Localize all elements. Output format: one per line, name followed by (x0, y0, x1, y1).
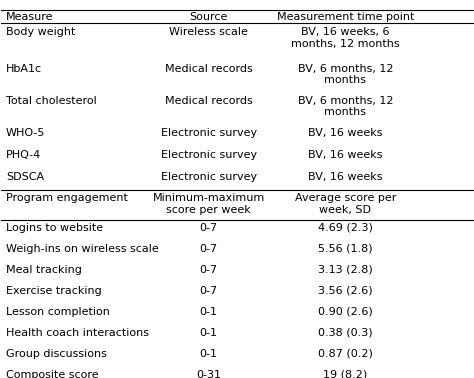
Text: 3.13 (2.8): 3.13 (2.8) (318, 265, 373, 275)
Text: Body weight: Body weight (6, 27, 75, 37)
Text: Exercise tracking: Exercise tracking (6, 286, 102, 296)
Text: 0.90 (2.6): 0.90 (2.6) (318, 307, 373, 317)
Text: Total cholesterol: Total cholesterol (6, 96, 97, 106)
Text: BV, 16 weeks, 6
months, 12 months: BV, 16 weeks, 6 months, 12 months (291, 27, 400, 48)
Text: 0.87 (0.2): 0.87 (0.2) (318, 349, 373, 359)
Text: Electronic survey: Electronic survey (161, 150, 257, 160)
Text: Program engagement: Program engagement (6, 193, 128, 203)
Text: Group discussions: Group discussions (6, 349, 107, 359)
Text: Logins to website: Logins to website (6, 223, 103, 233)
Text: Source: Source (190, 12, 228, 22)
Text: Medical records: Medical records (165, 64, 253, 74)
Text: 4.69 (2.3): 4.69 (2.3) (318, 223, 373, 233)
Text: 3.56 (2.6): 3.56 (2.6) (318, 286, 373, 296)
Text: Medical records: Medical records (165, 96, 253, 106)
Text: BV, 16 weeks: BV, 16 weeks (308, 172, 383, 182)
Text: Average score per
week, SD: Average score per week, SD (295, 193, 396, 215)
Text: Measurement time point: Measurement time point (277, 12, 414, 22)
Text: WHO-5: WHO-5 (6, 128, 46, 138)
Text: 0-1: 0-1 (200, 349, 218, 359)
Text: 5.56 (1.8): 5.56 (1.8) (318, 244, 373, 254)
Text: Weigh-ins on wireless scale: Weigh-ins on wireless scale (6, 244, 159, 254)
Text: 0.38 (0.3): 0.38 (0.3) (318, 328, 373, 338)
Text: Composite score: Composite score (6, 370, 99, 378)
Text: PHQ-4: PHQ-4 (6, 150, 41, 160)
Text: Electronic survey: Electronic survey (161, 172, 257, 182)
Text: BV, 16 weeks: BV, 16 weeks (308, 150, 383, 160)
Text: Lesson completion: Lesson completion (6, 307, 110, 317)
Text: Measure: Measure (6, 12, 54, 22)
Text: Electronic survey: Electronic survey (161, 128, 257, 138)
Text: BV, 6 months, 12
months: BV, 6 months, 12 months (298, 96, 393, 117)
Text: 0-31: 0-31 (196, 370, 221, 378)
Text: 0-1: 0-1 (200, 307, 218, 317)
Text: Minimum-maximum
score per week: Minimum-maximum score per week (153, 193, 265, 215)
Text: 0-7: 0-7 (200, 265, 218, 275)
Text: 0-7: 0-7 (200, 244, 218, 254)
Text: SDSCA: SDSCA (6, 172, 44, 182)
Text: BV, 16 weeks: BV, 16 weeks (308, 128, 383, 138)
Text: Meal tracking: Meal tracking (6, 265, 82, 275)
Text: 0-7: 0-7 (200, 286, 218, 296)
Text: 19 (8.2): 19 (8.2) (323, 370, 367, 378)
Text: 0-1: 0-1 (200, 328, 218, 338)
Text: BV, 6 months, 12
months: BV, 6 months, 12 months (298, 64, 393, 85)
Text: Health coach interactions: Health coach interactions (6, 328, 149, 338)
Text: HbA1c: HbA1c (6, 64, 42, 74)
Text: Wireless scale: Wireless scale (169, 27, 248, 37)
Text: 0-7: 0-7 (200, 223, 218, 233)
